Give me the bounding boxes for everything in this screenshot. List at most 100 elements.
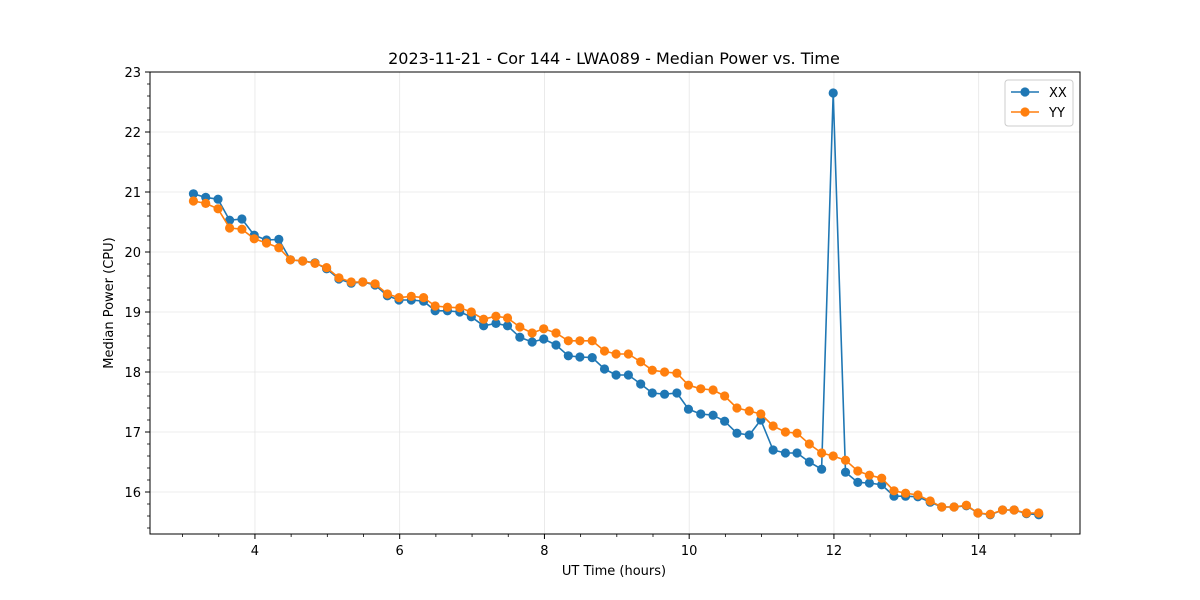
data-point-yy bbox=[913, 490, 923, 500]
data-point-yy bbox=[636, 357, 646, 367]
y-axis-ticks: 16 17 18 19 20 21 22 23 bbox=[124, 66, 150, 529]
data-point-yy bbox=[696, 384, 706, 394]
data-point-yy bbox=[949, 502, 959, 512]
data-point-xx bbox=[479, 321, 489, 331]
data-point-yy bbox=[515, 322, 525, 332]
data-point-yy bbox=[346, 277, 356, 287]
data-point-yy bbox=[623, 349, 633, 359]
legend-marker-yy bbox=[1020, 107, 1030, 117]
data-point-yy bbox=[889, 486, 899, 496]
data-point-yy bbox=[599, 346, 610, 356]
data-series bbox=[188, 88, 1044, 520]
y-tick-label: 20 bbox=[124, 246, 141, 261]
legend-label-yy: YY bbox=[1048, 106, 1065, 121]
data-point-xx bbox=[817, 464, 827, 474]
data-point-yy bbox=[683, 380, 694, 390]
x-tick-label: 14 bbox=[970, 544, 987, 559]
data-point-yy bbox=[1009, 505, 1019, 515]
legend-marker-xx bbox=[1020, 87, 1030, 97]
y-tick-label: 16 bbox=[124, 486, 141, 501]
data-point-yy bbox=[853, 466, 863, 476]
data-point-yy bbox=[1021, 508, 1032, 518]
data-point-yy bbox=[285, 255, 296, 265]
data-point-yy bbox=[647, 365, 657, 375]
data-point-xx bbox=[720, 416, 730, 426]
x-axis-label: UT Time (hours) bbox=[562, 564, 666, 579]
data-point-yy bbox=[382, 289, 392, 299]
data-point-xx bbox=[828, 88, 838, 98]
data-point-yy bbox=[708, 385, 718, 395]
data-point-yy bbox=[502, 313, 513, 323]
data-point-xx bbox=[732, 428, 742, 438]
data-point-yy bbox=[900, 488, 911, 498]
x-tick-label: 8 bbox=[540, 544, 548, 559]
data-point-xx bbox=[853, 477, 863, 487]
data-point-xx bbox=[515, 332, 525, 342]
data-point-yy bbox=[864, 470, 874, 480]
data-point-xx bbox=[840, 467, 851, 477]
data-point-yy bbox=[804, 439, 814, 449]
data-point-yy bbox=[370, 279, 380, 289]
data-point-yy bbox=[973, 508, 983, 518]
data-point-xx bbox=[708, 410, 718, 420]
data-point-yy bbox=[358, 277, 368, 287]
data-point-xx bbox=[491, 318, 501, 328]
data-point-yy bbox=[455, 303, 465, 313]
data-point-yy bbox=[334, 273, 344, 283]
data-point-xx bbox=[877, 480, 887, 490]
data-point-xx bbox=[864, 478, 874, 488]
plot-frame bbox=[149, 71, 1081, 535]
data-point-xx bbox=[744, 430, 754, 440]
data-point-yy bbox=[310, 258, 320, 268]
x-tick-label: 10 bbox=[681, 544, 698, 559]
data-point-xx bbox=[539, 334, 549, 344]
y-tick-label: 21 bbox=[124, 186, 141, 201]
data-point-yy bbox=[768, 421, 778, 431]
data-point-xx bbox=[527, 337, 537, 347]
x-tick-label: 4 bbox=[251, 544, 259, 559]
data-point-yy bbox=[527, 328, 537, 338]
data-point-xx bbox=[683, 404, 694, 414]
data-point-xx bbox=[696, 409, 706, 419]
data-point-yy bbox=[756, 409, 766, 419]
legend: XX YY bbox=[1004, 79, 1074, 127]
data-point-yy bbox=[817, 448, 827, 458]
data-point-xx bbox=[587, 353, 597, 363]
data-point-yy bbox=[261, 238, 272, 248]
legend-label-xx: XX bbox=[1049, 86, 1067, 101]
data-point-yy bbox=[877, 473, 887, 483]
data-point-yy bbox=[442, 302, 453, 312]
data-point-yy bbox=[828, 451, 838, 461]
data-point-yy bbox=[925, 496, 935, 506]
data-point-yy bbox=[213, 204, 223, 214]
data-point-yy bbox=[491, 311, 501, 321]
data-point-yy bbox=[225, 223, 235, 233]
data-point-xx bbox=[188, 189, 199, 199]
data-point-xx bbox=[768, 445, 778, 455]
data-point-xx bbox=[623, 370, 633, 380]
y-tick-label: 22 bbox=[124, 126, 141, 141]
data-point-xx bbox=[611, 370, 621, 380]
data-point-yy bbox=[997, 505, 1008, 515]
data-point-yy bbox=[466, 307, 476, 317]
data-point-yy bbox=[575, 336, 585, 346]
y-tick-label: 18 bbox=[124, 366, 141, 381]
y-axis-label: Median Power (CPU) bbox=[102, 237, 117, 368]
data-point-yy bbox=[274, 243, 284, 253]
data-point-yy bbox=[961, 500, 971, 510]
y-tick-label: 23 bbox=[124, 66, 141, 81]
data-point-yy bbox=[563, 336, 573, 346]
data-point-yy bbox=[298, 256, 308, 266]
data-point-yy bbox=[539, 324, 549, 334]
y-tick-label: 17 bbox=[124, 426, 141, 441]
data-point-yy bbox=[672, 368, 682, 378]
data-point-xx bbox=[599, 364, 610, 374]
data-point-xx bbox=[672, 388, 682, 398]
data-point-yy bbox=[732, 403, 742, 413]
data-point-xx bbox=[502, 321, 513, 331]
data-point-yy bbox=[659, 367, 670, 377]
data-point-xx bbox=[780, 448, 791, 458]
data-point-yy bbox=[430, 301, 440, 311]
